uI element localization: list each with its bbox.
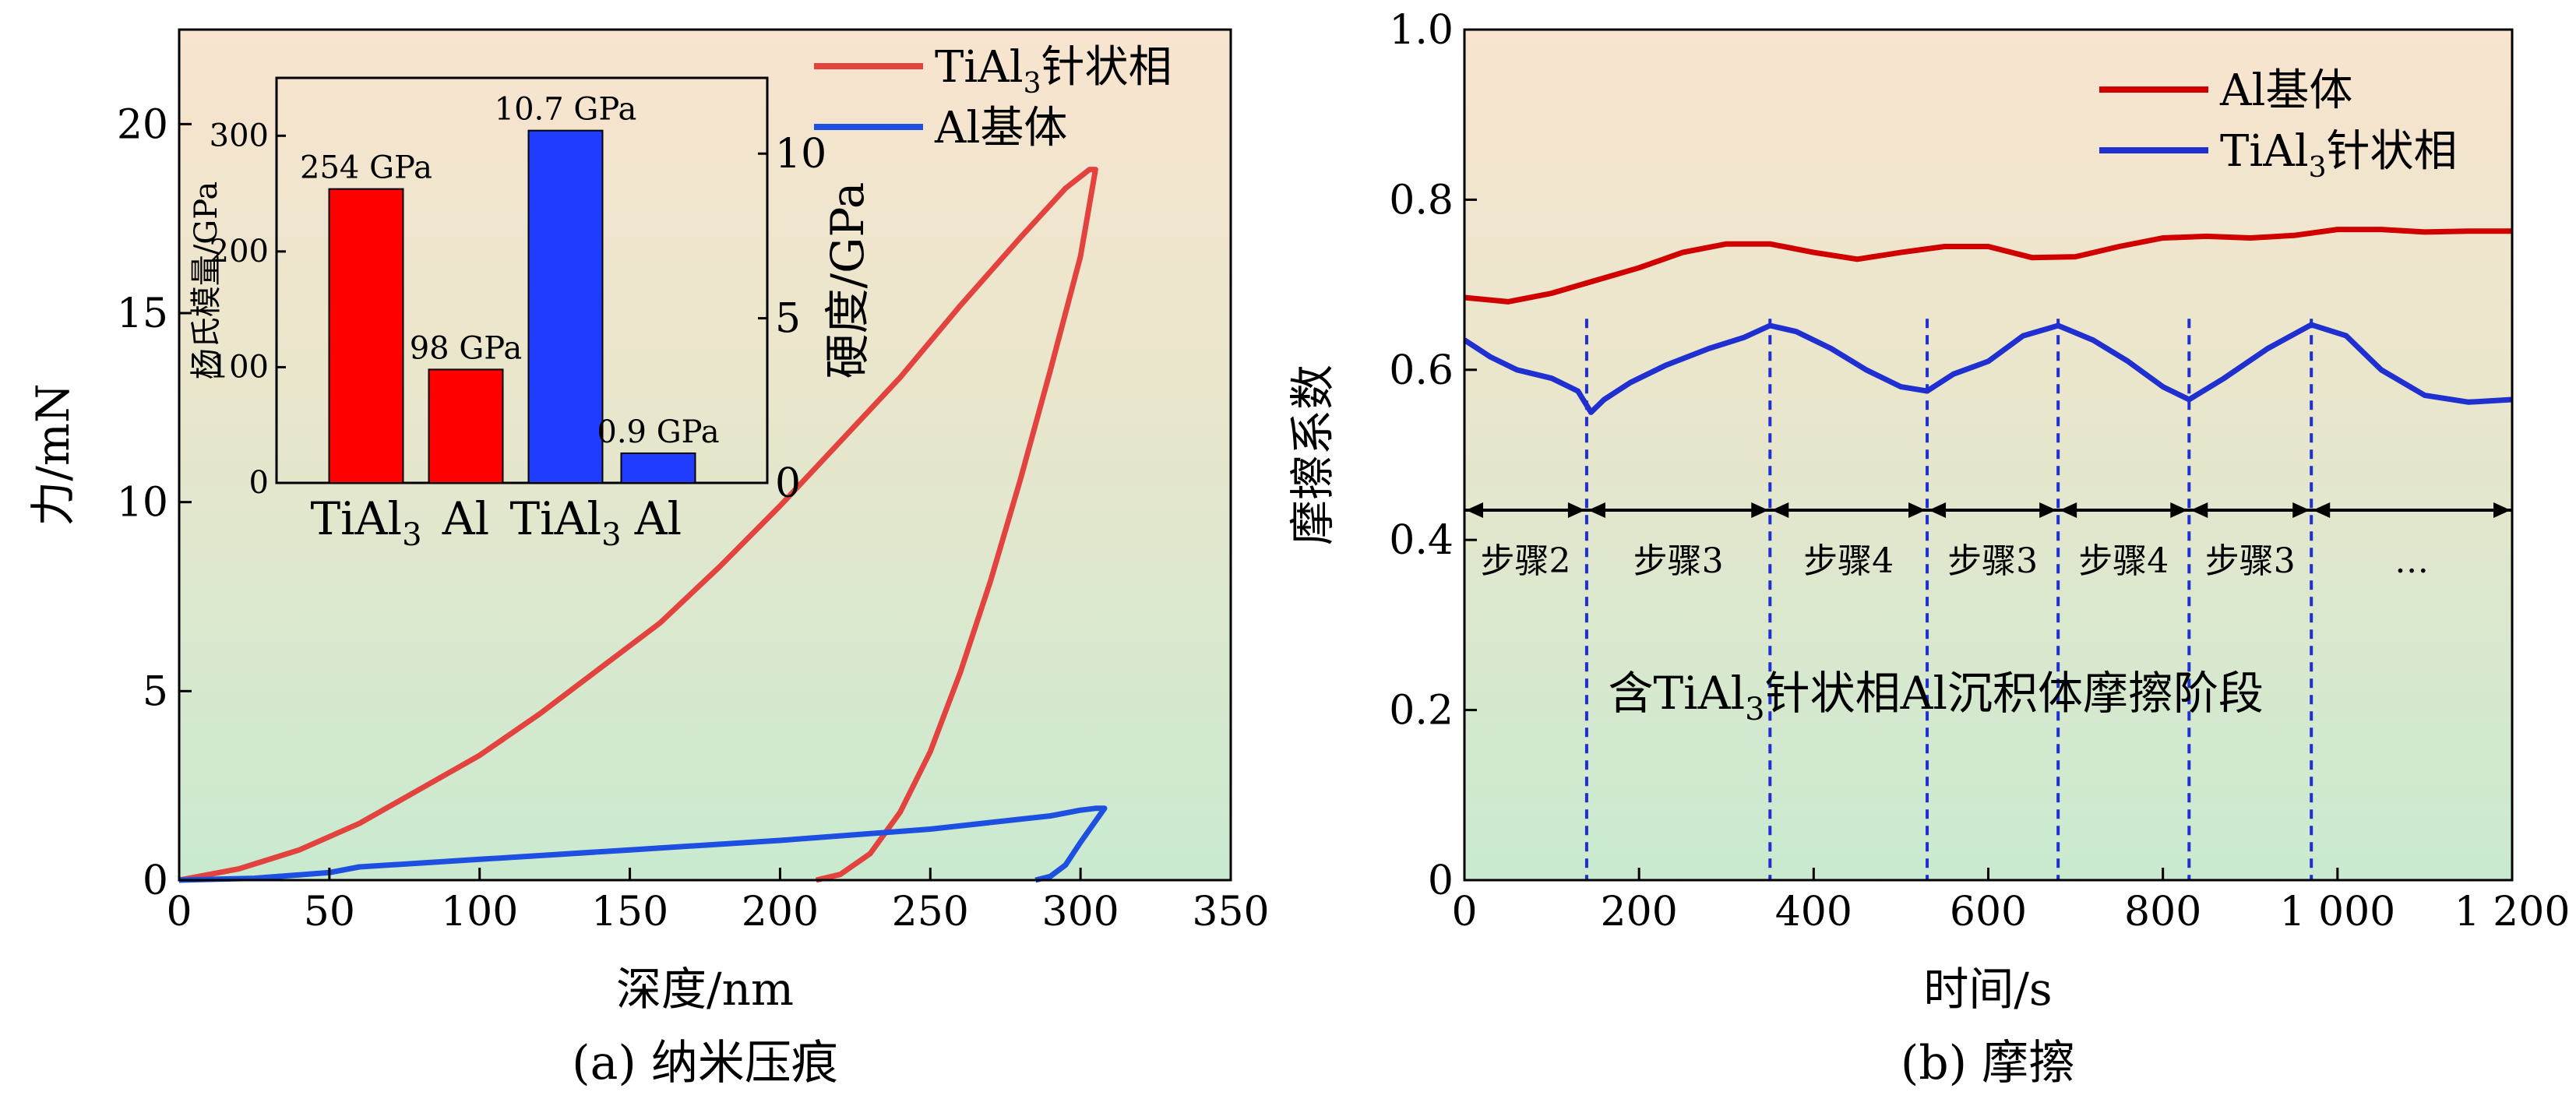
inset-bar-label: 254 GPa: [300, 150, 432, 186]
step-label: 步骤3: [1633, 541, 1724, 581]
x-tick-label: 300: [1042, 889, 1119, 935]
inset-left-tick-label: 300: [210, 118, 269, 153]
y-tick-label: 0.2: [1389, 688, 1454, 734]
arrowhead: [2190, 502, 2208, 518]
x-tick-label: 1 000: [2279, 889, 2395, 935]
x-tick-label: 600: [1950, 889, 2027, 935]
x-tick-label: 0: [1451, 889, 1477, 935]
plot-area-background: [1464, 30, 2512, 880]
inset-bar: [527, 129, 604, 484]
inset-category-label: TiAl3: [310, 492, 421, 553]
y-tick-label: 0.6: [1389, 347, 1454, 394]
arrowhead: [2292, 502, 2310, 518]
step-label: 步骤2: [1480, 541, 1570, 581]
panel-friction: 步骤2 步骤3 步骤4 步骤3 步骤4 步骤3 … 0 200 400 600 800 1 000 1 …: [1286, 7, 2570, 1090]
inset-frame: [275, 76, 769, 484]
inset-bar: [428, 368, 504, 484]
inset-bar-label: 0.9 GPa: [597, 414, 719, 450]
step-label: 步骤4: [2078, 541, 2169, 581]
inset-bar: [620, 452, 696, 484]
x-axis-label: 时间/s: [1923, 963, 2052, 1016]
inset-left-tick-label: 200: [210, 234, 269, 269]
inset-category-label: Al: [442, 492, 489, 545]
x-axis-label: 深度/nm: [616, 963, 794, 1016]
x-tick-label: 200: [742, 889, 819, 935]
y-tick-label: 5: [143, 668, 168, 715]
arrowhead: [2493, 502, 2511, 518]
arrowhead: [2060, 502, 2077, 518]
inset-bar: [328, 188, 404, 484]
step-label: 步骤3: [2205, 541, 2296, 581]
arrowhead: [2313, 502, 2331, 518]
step-label: …: [2395, 541, 2429, 581]
y-tick-label: 15: [117, 291, 168, 337]
arrowhead: [1588, 502, 1605, 518]
y-tick-label: 1.0: [1389, 7, 1454, 54]
inset-left-axis-label: 杨氏模量/GPa: [189, 181, 224, 379]
inset-left-tick-label: 0: [249, 465, 269, 501]
legend-label: TiAl3针状相: [935, 42, 1172, 100]
legend: Al基体 TiAl3针状相: [2099, 65, 2458, 184]
x-tick-label: 100: [441, 889, 518, 935]
inset-right-tick-label: 0: [775, 460, 801, 507]
x-tick-label: 1 200: [2454, 889, 2571, 935]
y-axis-label: 摩擦系数: [1286, 365, 1339, 545]
arrowhead: [2170, 502, 2188, 518]
inset-bar-label: 98 GPa: [410, 330, 523, 366]
stage-annotation: 含TiAl3针状相Al沉积体摩擦阶段: [1608, 667, 2264, 727]
y-tick-label: 0.4: [1389, 517, 1454, 564]
legend-label: TiAl3针状相: [2220, 126, 2458, 184]
arrowhead: [1751, 502, 1769, 518]
inset-bar-label: 10.7 GPa: [495, 92, 637, 128]
caption: (a) 纳米压痕: [572, 1036, 838, 1090]
arrowhead: [1908, 502, 1926, 518]
series-line: [178, 167, 1098, 883]
x-tick-label: 400: [1775, 889, 1852, 935]
y-axis-label: 力/mN: [26, 383, 79, 526]
y-tick-label: 0.8: [1389, 177, 1454, 224]
x-tick-label: 200: [1601, 889, 1678, 935]
inset-right-tick-label: 10: [775, 131, 826, 178]
caption: (b) 摩擦: [1901, 1036, 2075, 1090]
series-line: [178, 805, 1108, 883]
x-tick-label: 50: [304, 889, 355, 935]
inset-right-axis-label: 硬度/GPa: [821, 182, 874, 379]
inset-left-tick-label: 100: [210, 349, 269, 385]
x-tick-label: 0: [166, 889, 192, 935]
plot-area-frame: [178, 28, 1232, 882]
legend-label: Al基体: [934, 103, 1067, 153]
step-label: 步骤4: [1803, 541, 1894, 581]
series-line: [1464, 227, 2512, 305]
arrowhead: [1466, 502, 1483, 518]
arrowhead: [1567, 502, 1585, 518]
x-tick-label: 800: [2124, 889, 2201, 935]
y-tick-label: 0: [1428, 858, 1454, 904]
inset-category-label: Al: [634, 492, 682, 545]
arrowhead: [2039, 502, 2057, 518]
y-tick-label: 10: [117, 480, 168, 527]
y-tick-label: 0: [143, 858, 168, 904]
arrowhead: [1771, 502, 1789, 518]
inset-category-label: TiAl3: [509, 492, 621, 553]
x-tick-label: 350: [1192, 889, 1269, 935]
y-tick-label: 20: [117, 101, 168, 148]
x-tick-label: 250: [892, 889, 969, 935]
arrowhead: [1929, 502, 1947, 518]
legend-label: Al基体: [2219, 65, 2352, 116]
inset-right-tick-label: 5: [775, 296, 801, 343]
inset-bar-chart: 254 GPa 98 GPa 10.7 GPa 0.9 GPa 0 100 200 300 0 5…: [189, 76, 874, 553]
x-tick-label: 150: [591, 889, 668, 935]
step-label: 步骤3: [1947, 541, 2038, 581]
